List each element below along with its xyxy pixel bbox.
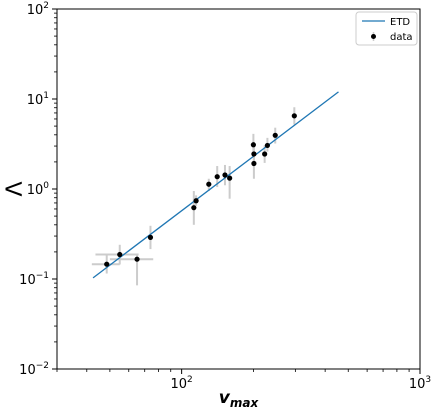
legend-data-label: data (390, 32, 413, 43)
x-axis-label-main: v (219, 388, 231, 408)
x-tick-label-0: 102 (170, 375, 192, 392)
x-tick-label-base-1: 10 (409, 377, 426, 392)
y-tick-label-base-0: 10 (19, 363, 36, 378)
legend-data-marker (371, 34, 376, 39)
y-tick-label-exp-3: 1 (43, 91, 49, 101)
data-point-3 (147, 234, 154, 240)
y-axis-label: Λ (3, 181, 28, 196)
etd-line (92, 91, 339, 279)
legend: ETD data (355, 11, 418, 46)
y-tick-label-base-1: 10 (19, 273, 36, 288)
y-tick-label-exp-0: −2 (36, 361, 49, 371)
data-point-7 (214, 174, 220, 180)
data-point-5 (193, 198, 199, 204)
data-point-12 (251, 160, 257, 167)
data-point-6 (206, 181, 212, 187)
data-point-15 (272, 132, 278, 138)
y-tick-label-0: 10−2 (19, 361, 49, 378)
plot-area (91, 91, 339, 286)
data-point-0 (104, 261, 110, 267)
y-tick-label-base-3: 10 (27, 93, 44, 108)
y-tick-label-4: 102 (27, 1, 49, 18)
data-point-16 (291, 113, 297, 119)
data-point-4 (191, 205, 197, 211)
data-point-10 (250, 142, 256, 148)
data-point-1 (117, 251, 123, 258)
data-point-8 (222, 172, 228, 178)
data-point-14 (264, 142, 271, 149)
y-tick-label-base-2: 10 (27, 183, 44, 198)
x-tick-label-base-0: 10 (170, 377, 187, 392)
y-tick-label-2: 100 (27, 181, 50, 198)
y-tick-label-exp-1: −1 (36, 271, 49, 281)
x-tick-label-exp-1: 3 (425, 375, 431, 385)
y-tick-label-base-4: 10 (27, 3, 44, 18)
x-axis-label-subscript: max (230, 396, 260, 410)
y-tick-label-3: 101 (27, 91, 49, 108)
y-tick-label-1: 10−1 (19, 271, 49, 288)
x-tick-label-1: 103 (409, 375, 431, 392)
y-tick-label-exp-2: 0 (43, 181, 49, 191)
x-axis-label: vmax (219, 388, 260, 410)
y-tick-label-exp-4: 2 (43, 1, 49, 11)
data-point-11 (251, 151, 257, 157)
legend-etd-label: ETD (390, 17, 410, 28)
data-point-2 (134, 256, 140, 262)
data-point-13 (262, 151, 268, 157)
data-point-9 (227, 175, 233, 181)
x-tick-label-exp-0: 2 (187, 375, 193, 385)
